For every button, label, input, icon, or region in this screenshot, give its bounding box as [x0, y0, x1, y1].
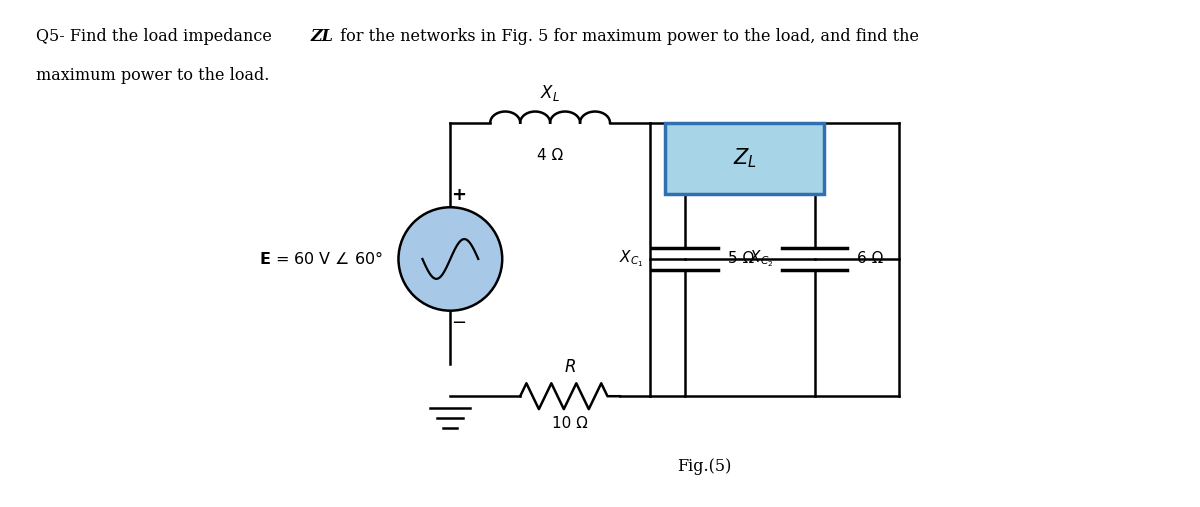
Text: $\mathbf{E}$ = 60 V $\angle$ 60°: $\mathbf{E}$ = 60 V $\angle$ 60°	[259, 250, 384, 268]
Text: 6 Ω: 6 Ω	[858, 251, 883, 267]
Text: Fig.(5): Fig.(5)	[678, 458, 732, 475]
Text: $Z_L$: $Z_L$	[733, 147, 757, 170]
Text: $R$: $R$	[564, 358, 576, 376]
Text: $X_{C_1}$: $X_{C_1}$	[619, 248, 644, 269]
Text: −: −	[451, 314, 466, 332]
Circle shape	[398, 207, 503, 311]
Text: ZL: ZL	[310, 28, 334, 45]
Text: Q5- Find the load impedance: Q5- Find the load impedance	[36, 28, 277, 45]
Text: $X_L$: $X_L$	[540, 83, 560, 103]
Text: $X_{C_2}$: $X_{C_2}$	[749, 248, 774, 269]
FancyBboxPatch shape	[665, 123, 824, 194]
Text: +: +	[451, 186, 466, 204]
Text: for the networks in Fig. 5 for maximum power to the load, and find the: for the networks in Fig. 5 for maximum p…	[336, 28, 919, 45]
Text: 4 Ω: 4 Ω	[536, 148, 563, 163]
Text: 10 Ω: 10 Ω	[552, 416, 588, 431]
Text: 5 Ω: 5 Ω	[727, 251, 754, 267]
Text: maximum power to the load.: maximum power to the load.	[36, 67, 269, 84]
